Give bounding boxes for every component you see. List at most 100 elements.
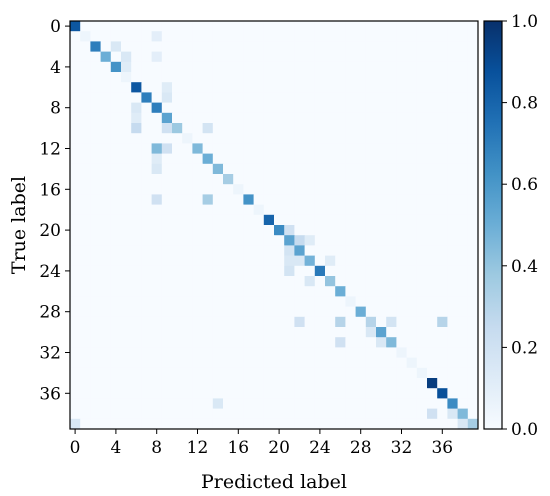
heatmap-cell — [325, 163, 336, 175]
heatmap-cell — [304, 408, 316, 420]
heatmap-cell — [212, 204, 224, 216]
heatmap-cell — [253, 72, 265, 83]
heatmap-cell — [457, 204, 469, 216]
heatmap-cell — [253, 31, 265, 42]
heatmap-cell — [284, 225, 295, 236]
heatmap-cell — [376, 82, 387, 93]
heatmap-cell — [386, 194, 397, 205]
heatmap-cell — [427, 92, 438, 103]
heatmap-cell — [243, 225, 254, 236]
heatmap-cell — [396, 357, 407, 369]
heatmap-cell — [467, 225, 479, 236]
heatmap-cell — [294, 316, 305, 328]
heatmap-cell — [345, 316, 356, 328]
heatmap-cell — [406, 286, 418, 297]
heatmap-cell — [355, 357, 367, 369]
heatmap-cell — [304, 143, 316, 154]
heatmap-cell — [172, 174, 183, 185]
heatmap-cell — [172, 286, 183, 297]
heatmap-cell — [335, 61, 346, 73]
heatmap-cell — [376, 388, 387, 399]
heatmap-cell — [233, 235, 244, 246]
heatmap-cell — [376, 143, 387, 154]
heatmap-cell — [427, 214, 438, 226]
heatmap-cell — [161, 112, 173, 124]
heatmap-cell — [325, 408, 336, 420]
heatmap-cell — [355, 41, 367, 52]
heatmap-cell — [396, 408, 407, 420]
heatmap-cell — [274, 408, 285, 420]
heatmap-cell — [457, 245, 469, 256]
heatmap-cell — [314, 123, 326, 134]
heatmap-cell — [243, 327, 254, 338]
heatmap-cell — [212, 357, 224, 369]
heatmap-cell — [294, 255, 305, 267]
heatmap-cell — [447, 153, 458, 165]
heatmap-cell — [253, 296, 265, 307]
heatmap-cell — [325, 102, 336, 114]
heatmap-cell — [345, 367, 356, 379]
heatmap-cell — [376, 245, 387, 256]
heatmap-cell — [457, 82, 469, 93]
heatmap-cell — [161, 378, 173, 389]
heatmap-cell — [192, 143, 203, 154]
heatmap-cell — [304, 204, 316, 216]
heatmap-cell — [263, 225, 275, 236]
heatmap-cell — [345, 225, 356, 236]
heatmap-cell — [131, 265, 142, 277]
heatmap-cell — [284, 92, 295, 103]
heatmap-cell — [263, 102, 275, 114]
heatmap-cell — [90, 418, 101, 430]
heatmap-cell — [80, 296, 91, 307]
heatmap-cell — [365, 398, 377, 409]
heatmap-cell — [304, 41, 316, 52]
heatmap-cell — [110, 31, 122, 42]
heatmap-cell — [100, 214, 112, 226]
heatmap-cell — [294, 204, 305, 216]
heatmap-cell — [427, 418, 438, 430]
heatmap-cell — [212, 214, 224, 226]
heatmap-cell — [212, 306, 224, 318]
heatmap-cell — [80, 418, 91, 430]
heatmap-cell — [447, 72, 458, 83]
heatmap-cell — [141, 143, 152, 154]
heatmap-cell — [80, 21, 91, 32]
heatmap-cell — [202, 245, 214, 256]
heatmap-cell — [161, 153, 173, 165]
heatmap-cell — [447, 357, 458, 369]
heatmap-cell — [355, 174, 367, 185]
heatmap-cell — [151, 337, 163, 348]
heatmap-cell — [212, 337, 224, 348]
heatmap-cell — [253, 82, 265, 93]
heatmap-cell — [365, 235, 377, 246]
heatmap-cell — [467, 378, 479, 389]
heatmap-cell — [172, 51, 183, 63]
heatmap-cell — [263, 296, 275, 307]
heatmap-cell — [100, 123, 112, 134]
heatmap-cell — [70, 255, 81, 267]
heatmap-cell — [365, 245, 377, 256]
heatmap-cell — [345, 398, 356, 409]
heatmap-cell — [80, 408, 91, 420]
heatmap-cell — [121, 61, 132, 73]
heatmap-cell — [325, 41, 336, 52]
heatmap-cell — [447, 398, 458, 409]
heatmap-cell — [396, 225, 407, 236]
colorbar-tick-label: 0.6 — [511, 175, 538, 195]
heatmap-cell — [202, 143, 214, 154]
heatmap-cell — [182, 337, 193, 348]
heatmap-cell — [396, 51, 407, 63]
heatmap-cell — [151, 184, 163, 195]
heatmap-cell — [161, 61, 173, 73]
heatmap-cell — [263, 378, 275, 389]
heatmap-cell — [396, 194, 407, 205]
heatmap-cell — [457, 163, 469, 175]
heatmap-cell — [253, 378, 265, 389]
heatmap-cell — [386, 61, 397, 73]
heatmap-cell — [172, 408, 183, 420]
heatmap-cell — [335, 225, 346, 236]
heatmap-cell — [253, 174, 265, 185]
heatmap-cell — [223, 82, 234, 93]
heatmap-cell — [376, 296, 387, 307]
heatmap-cell — [90, 41, 101, 52]
